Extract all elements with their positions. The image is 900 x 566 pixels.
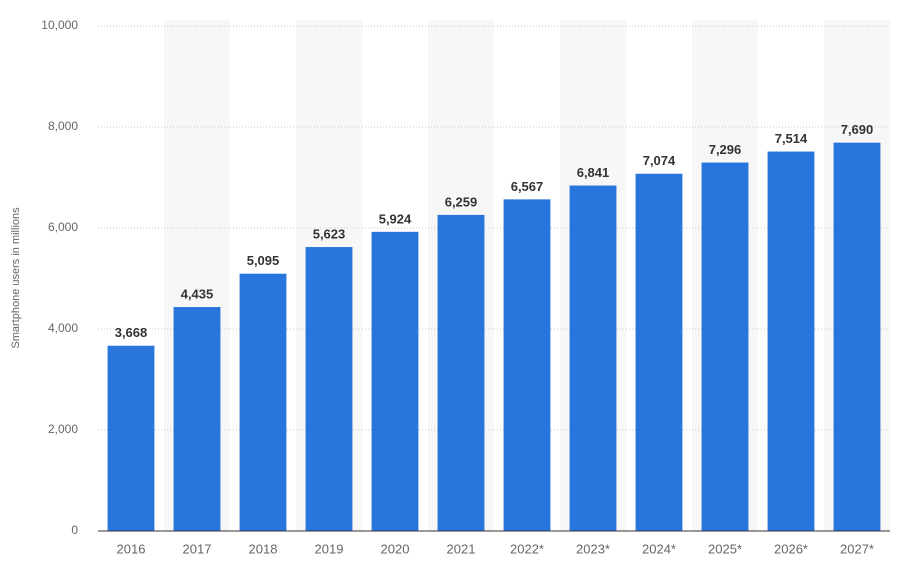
value-label: 7,296 (709, 142, 742, 157)
value-label: 6,259 (445, 194, 478, 209)
y-tick-label: 10,000 (41, 18, 78, 32)
x-tick-label: 2019 (315, 541, 344, 556)
value-label: 7,514 (775, 131, 808, 146)
bar (107, 345, 155, 531)
bar (503, 199, 551, 531)
bar (569, 185, 617, 532)
bar (239, 273, 287, 531)
bar (701, 162, 749, 531)
value-label: 4,435 (181, 286, 214, 301)
value-label: 5,623 (313, 226, 346, 241)
x-tick-label: 2024* (642, 541, 676, 556)
x-tick-label: 2020 (381, 541, 410, 556)
value-label: 5,095 (247, 253, 280, 268)
bar (437, 214, 485, 531)
bar (833, 142, 881, 531)
value-label: 3,668 (115, 325, 148, 340)
x-tick-label: 2018 (249, 541, 278, 556)
bar (635, 173, 683, 531)
x-tick-label: 2016 (117, 541, 146, 556)
value-label: 6,567 (511, 179, 544, 194)
bar (767, 151, 815, 531)
value-label: 6,841 (577, 165, 610, 180)
x-tick-label: 2023* (576, 541, 610, 556)
bar (371, 231, 419, 531)
y-tick-label: 4,000 (48, 321, 78, 335)
bar (305, 247, 353, 531)
y-tick-label: 8,000 (48, 119, 78, 133)
bar (173, 307, 221, 531)
y-axis-label: Smartphone users in millions (10, 207, 22, 349)
y-tick-label: 2,000 (48, 422, 78, 436)
y-tick-label: 6,000 (48, 220, 78, 234)
x-tick-label: 2025* (708, 541, 742, 556)
value-label: 5,924 (379, 211, 412, 226)
value-label: 7,690 (841, 122, 874, 137)
x-tick-label: 2027* (840, 541, 874, 556)
x-tick-label: 2021 (447, 541, 476, 556)
y-tick-label: 0 (71, 523, 78, 537)
value-label: 7,074 (643, 153, 676, 168)
x-tick-label: 2026* (774, 541, 808, 556)
x-tick-label: 2022* (510, 541, 544, 556)
x-tick-label: 2017 (183, 541, 212, 556)
